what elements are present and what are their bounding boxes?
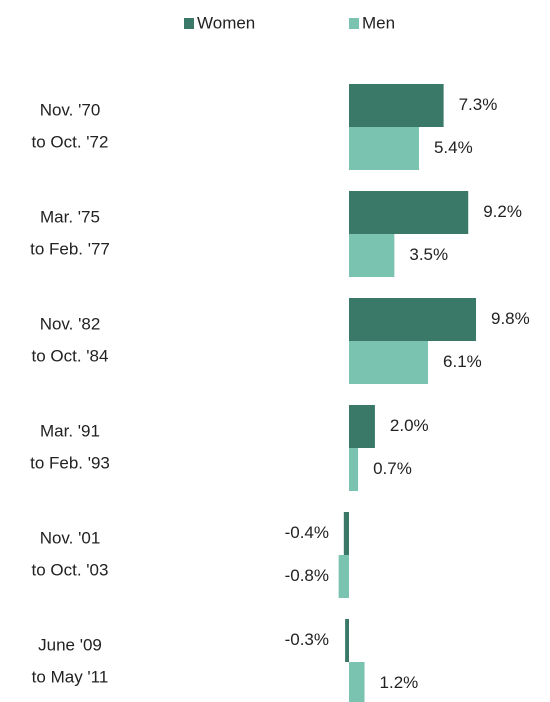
category-label: to May '11 [32, 667, 109, 686]
bar [349, 127, 419, 170]
bar [345, 619, 349, 662]
value-label: 7.3% [459, 95, 498, 114]
bar [349, 191, 469, 234]
bar [349, 234, 395, 277]
category-label: to Feb. '77 [30, 239, 110, 258]
bar [349, 405, 375, 448]
value-label: 5.4% [434, 138, 473, 157]
bar [349, 662, 365, 702]
category-label: to Oct. '72 [32, 132, 109, 151]
value-label: 2.0% [390, 416, 429, 435]
category-label: Nov. '82 [40, 314, 101, 333]
value-label: -0.3% [285, 630, 329, 649]
value-label: 9.2% [483, 202, 522, 221]
value-label: -0.8% [285, 566, 329, 585]
legend-label: Women [197, 13, 255, 32]
category-label: June '09 [38, 635, 102, 654]
value-label: 3.5% [409, 245, 448, 264]
category-label: Mar. '91 [40, 421, 100, 440]
legend-label: Men [362, 13, 395, 32]
bar [343, 512, 349, 555]
category-label: to Feb. '93 [30, 453, 110, 472]
category-label: to Oct. '03 [32, 560, 109, 579]
value-label: 9.8% [491, 309, 530, 328]
bar [349, 84, 444, 127]
value-label: 0.7% [373, 459, 412, 478]
category-label: to Oct. '84 [32, 346, 109, 365]
legend-swatch [184, 18, 194, 29]
value-label: -0.4% [285, 523, 329, 542]
category-label: Nov. '70 [40, 100, 101, 119]
legend-swatch [349, 18, 359, 29]
bar [349, 298, 477, 341]
category-label: Nov. '01 [40, 528, 101, 547]
value-label: 1.2% [380, 673, 419, 692]
bar [349, 341, 429, 384]
value-label: 6.1% [443, 352, 482, 371]
category-label: Mar. '75 [40, 207, 100, 226]
bar [338, 555, 349, 598]
bar [349, 448, 359, 491]
